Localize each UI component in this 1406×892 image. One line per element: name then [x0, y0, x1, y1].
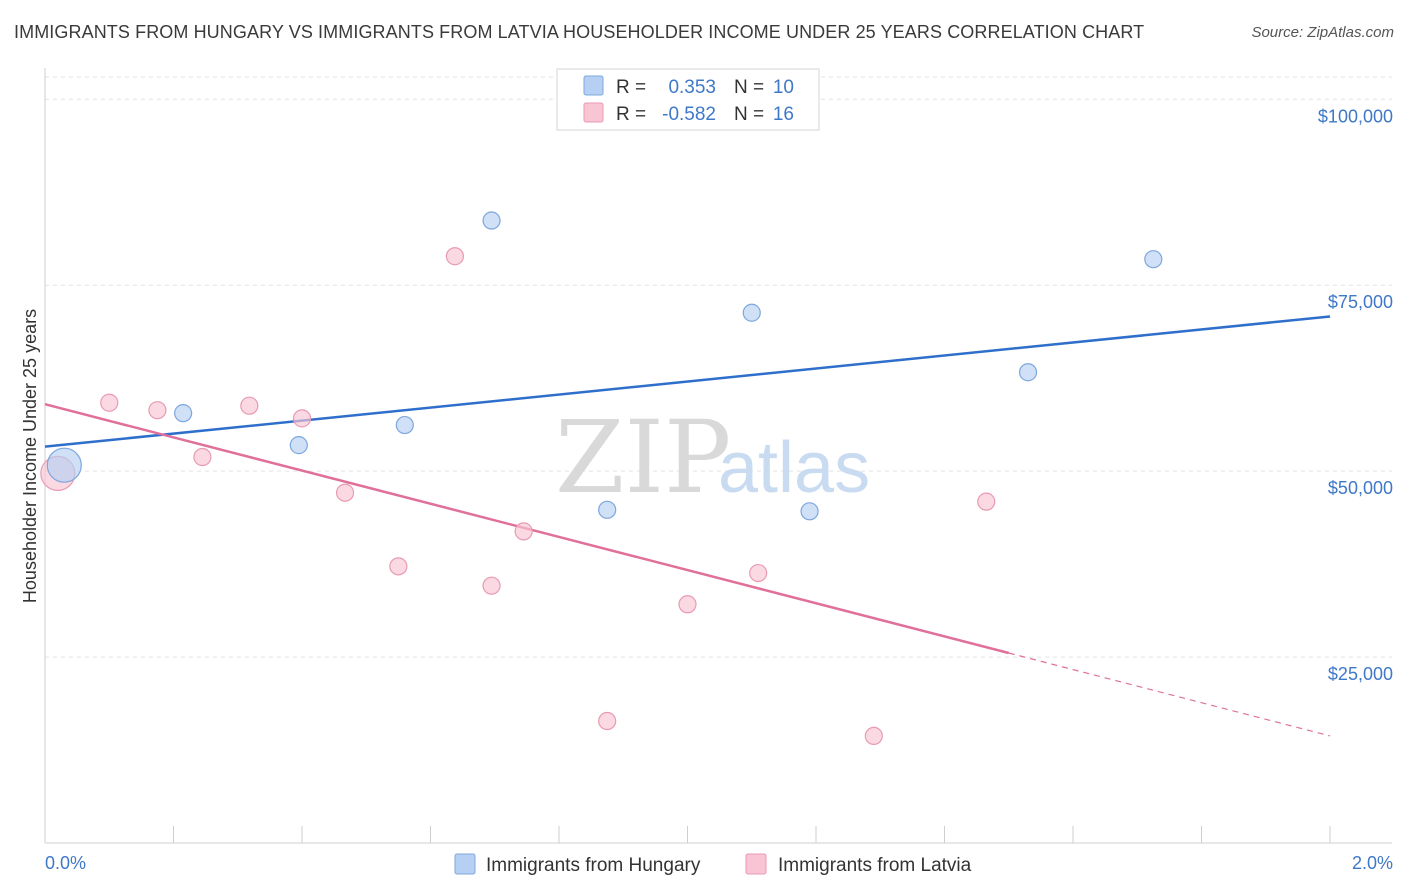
data-point-hungary [395, 415, 414, 435]
data-point-latvia [193, 447, 212, 467]
legend-n-value-latvia: 16 [773, 104, 794, 125]
legend-swatch-latvia [583, 102, 604, 123]
chart-title: IMMIGRANTS FROM HUNGARY VS IMMIGRANTS FR… [14, 22, 1145, 42]
watermark: ZIP atlas [555, 399, 870, 516]
legend-box: R = 0.353 N = 10 R = -0.582 N = 16 [556, 68, 820, 131]
data-point-latvia [292, 409, 312, 428]
legend-r-value-latvia: -0.582 [662, 104, 716, 125]
x-tick-label-min: 0.0% [45, 853, 86, 873]
y-tick-label: $100,000 [1318, 106, 1393, 126]
legend-n-value-hungary: 10 [773, 77, 794, 98]
y-axis-label: Householder Income Under 25 years [20, 309, 40, 603]
data-point-hungary [800, 502, 819, 521]
y-tick-label: $25,000 [1328, 664, 1393, 684]
data-point-hungary [482, 211, 501, 230]
legend-n-label-hungary: N = [734, 77, 764, 98]
data-point-hungary [598, 500, 617, 519]
data-point-hungary [1144, 250, 1163, 269]
trend-line-hungary [44, 315, 1331, 448]
bottom-legend-label-hungary: Immigrants from Hungary [486, 855, 701, 876]
x-tick-label-max: 2.0% [1352, 853, 1393, 873]
bottom-legend-label-latvia: Immigrants from Latvia [778, 855, 972, 876]
bottom-legend: Immigrants from Hungary Immigrants from … [454, 853, 972, 876]
data-point-latvia [514, 522, 533, 541]
legend-r-value-hungary: 0.353 [668, 77, 716, 98]
trend-line-extension-latvia [1008, 652, 1331, 737]
grid-lines [45, 76, 1392, 658]
data-point-latvia [240, 396, 259, 415]
data-point-latvia [749, 563, 768, 583]
bottom-legend-swatch-hungary [454, 853, 476, 875]
bottom-legend-swatch-latvia [745, 853, 767, 875]
data-point-latvia [148, 401, 167, 420]
legend-r-label-hungary: R = [616, 77, 646, 98]
legend-n-label-latvia: N = [734, 104, 764, 125]
data-point-hungary [742, 303, 761, 322]
data-point-latvia [445, 247, 465, 266]
legend-r-label-latvia: R = [616, 104, 646, 125]
data-point-latvia [335, 483, 355, 502]
data-point-latvia [389, 557, 408, 576]
data-point-latvia [482, 576, 501, 595]
data-point-latvia [864, 726, 883, 746]
data-point-hungary [1018, 363, 1038, 382]
axes [44, 68, 1392, 844]
chart-source: Source: ZipAtlas.com [1251, 24, 1394, 41]
y-tick-label: $50,000 [1328, 478, 1393, 498]
data-point-latvia [977, 492, 996, 511]
data-point-hungary [46, 447, 82, 483]
legend-swatch-hungary [583, 75, 604, 96]
data-point-latvia [678, 595, 697, 614]
trend-lines [44, 315, 1331, 737]
data-point-hungary [174, 404, 193, 423]
data-point-latvia [100, 393, 119, 412]
watermark-atlas: atlas [718, 428, 870, 508]
y-tick-label: $75,000 [1328, 292, 1393, 312]
data-points [40, 211, 1163, 746]
watermark-zip: ZIP [555, 399, 731, 516]
data-point-latvia [598, 711, 617, 731]
data-point-hungary [289, 436, 308, 455]
tick-labels: $25,000 $50,000 $75,000 $100,000 0.0% 2.0% [45, 106, 1393, 873]
